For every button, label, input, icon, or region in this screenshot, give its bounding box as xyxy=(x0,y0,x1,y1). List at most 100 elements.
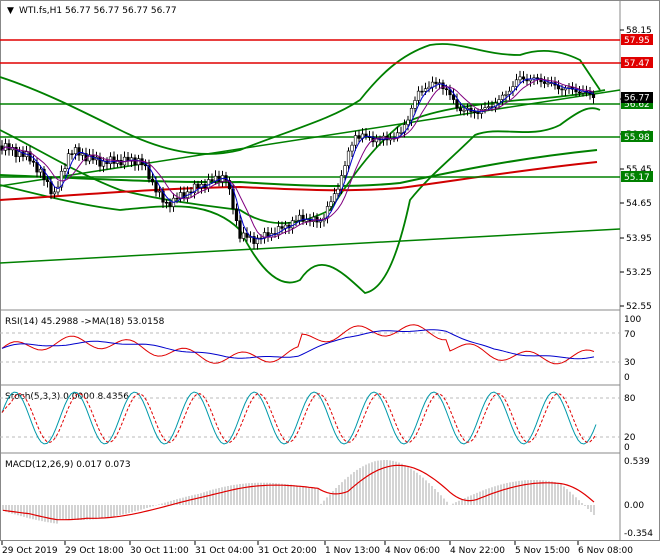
time-axis: 29 Oct 2019 29 Oct 18:00 30 Oct 11:00 31 Oc… xyxy=(1,541,633,556)
price-tick-label: 52.55 xyxy=(626,302,652,312)
candle-body xyxy=(297,214,302,221)
candle-body xyxy=(444,88,449,91)
macd-tick-label: -0.354 xyxy=(624,529,653,539)
macd-tick-label: 0.539 xyxy=(624,457,650,467)
dropdown-arrow-icon[interactable]: ▼ xyxy=(7,6,14,16)
candle-body xyxy=(476,112,480,115)
candle-body xyxy=(542,81,547,84)
candle-body xyxy=(409,107,414,121)
bollinger-mid xyxy=(0,89,606,225)
candle-body xyxy=(234,208,239,221)
level-tag-bg xyxy=(621,57,653,68)
time-tick-label: 30 Oct 11:00 xyxy=(130,546,189,556)
candle-body xyxy=(276,226,281,235)
candle-body xyxy=(507,90,512,95)
candle-body xyxy=(455,99,459,109)
time-tick-label: 6 Nov 08:00 xyxy=(578,546,633,556)
candle-body xyxy=(87,154,92,162)
time-tick-label: 4 Nov 22:00 xyxy=(450,546,505,556)
ma-mid xyxy=(1,78,594,238)
candle-body xyxy=(441,82,445,90)
candle-body xyxy=(206,179,211,189)
stoch-main-line xyxy=(1,391,597,445)
candle-body xyxy=(252,236,256,244)
candle-body xyxy=(343,165,347,176)
candle-body xyxy=(458,107,463,112)
price-tick-label: 53.25 xyxy=(626,268,652,278)
rsi-axis: 100 70 30 0 xyxy=(624,315,641,383)
candle-body xyxy=(164,201,169,204)
candle-body xyxy=(38,168,43,173)
candle-body xyxy=(66,153,71,170)
candle-body xyxy=(21,151,25,157)
candle-body xyxy=(196,183,200,189)
candle-body xyxy=(56,186,60,193)
stoch-tick-label: 80 xyxy=(624,394,636,404)
candle-body xyxy=(73,147,78,154)
candle-body xyxy=(318,220,323,223)
candle-body xyxy=(241,232,246,239)
candle-body xyxy=(374,138,379,143)
candle-body xyxy=(434,81,438,84)
rsi-tick-label: 0 xyxy=(624,373,630,383)
level-tag-value: 57.95 xyxy=(624,36,650,46)
candle-body xyxy=(238,220,242,239)
candle-body xyxy=(353,135,358,146)
stoch-label: Stoch(5,3,3) 0.0000 8.4356 xyxy=(5,392,129,402)
rsi-label: RSI(14) 45.2988 ->MA(18) 53.0158 xyxy=(5,317,165,327)
candle-body xyxy=(157,190,162,193)
candle-body xyxy=(560,88,564,91)
candle-body xyxy=(136,158,141,166)
level-tag-bg xyxy=(621,98,653,109)
level-tag-bg xyxy=(621,171,653,182)
level-tags: 57.95 57.47 56.62 55.98 55.17 xyxy=(621,34,653,183)
rsi-tick-label: 30 xyxy=(624,358,636,368)
bollinger-lower xyxy=(0,107,601,294)
candle-body xyxy=(423,88,428,92)
candle-body xyxy=(70,153,74,155)
level-tag-value: 55.98 xyxy=(624,133,650,143)
rsi-ma-line xyxy=(1,329,595,360)
candle-body xyxy=(518,76,522,81)
candle-body xyxy=(472,111,477,114)
candle-body xyxy=(514,79,519,87)
candle-body xyxy=(42,168,46,181)
candle-body xyxy=(497,99,501,104)
stoch-signal-line xyxy=(1,393,597,443)
candle-body xyxy=(31,160,36,163)
candle-body xyxy=(14,147,18,157)
candle-body xyxy=(17,151,22,157)
symbol-label: WTI.fs,H1 56.77 56.77 56.77 56.77 xyxy=(19,6,177,16)
candle-body xyxy=(357,135,361,139)
candle-body xyxy=(399,132,403,134)
candle-body xyxy=(255,237,260,244)
candle-body xyxy=(45,179,50,182)
price-tick-label: 55.45 xyxy=(626,165,652,175)
candle-body xyxy=(129,157,134,162)
candle-body xyxy=(416,90,421,101)
time-tick-label: 31 Oct 20:00 xyxy=(258,546,317,556)
candle-body xyxy=(346,150,351,166)
candle-body xyxy=(413,100,417,109)
candle-body xyxy=(427,86,431,90)
candle-body xyxy=(290,220,295,229)
candle-body xyxy=(210,179,214,182)
ma-fast xyxy=(1,78,594,240)
macd-axis: 0.539 0.00 -0.354 xyxy=(624,457,653,539)
time-tick-label: 29 Oct 18:00 xyxy=(65,546,124,556)
time-tick-label: 1 Nov 13:00 xyxy=(325,546,380,556)
candle-body xyxy=(52,191,57,195)
candle-body xyxy=(504,94,508,96)
level-tag-value: 55.17 xyxy=(624,173,650,183)
candle-body xyxy=(329,201,333,207)
rsi-line xyxy=(1,324,595,365)
candle-body xyxy=(98,156,102,167)
candle-body xyxy=(182,192,186,198)
candle-body xyxy=(451,94,456,100)
level-tag-bg xyxy=(621,131,653,142)
rsi-tick-label: 70 xyxy=(624,330,636,340)
candle-body xyxy=(150,178,155,183)
candle-body xyxy=(154,181,158,193)
candle-body xyxy=(591,93,596,98)
candle-body xyxy=(80,153,85,156)
